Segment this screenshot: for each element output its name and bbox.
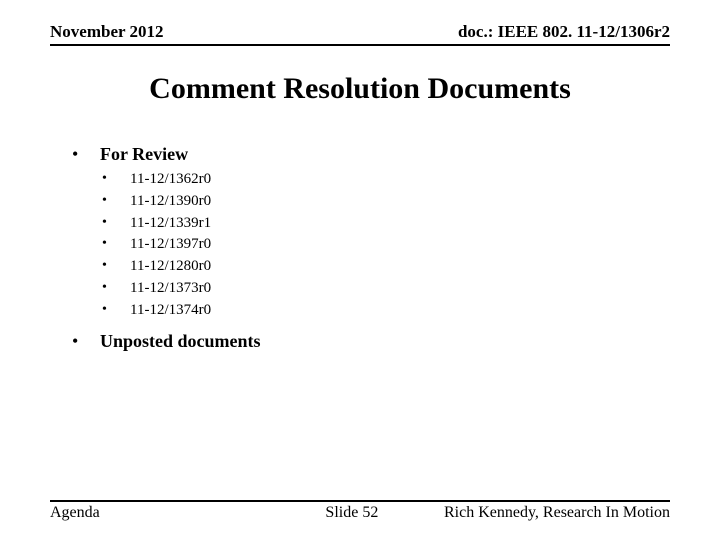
footer-left: Agenda <box>50 504 100 522</box>
content-area: For Review 11-12/1362r0 11-12/1390r0 11-… <box>50 144 670 352</box>
footer-rule <box>50 500 670 502</box>
footer: Agenda Slide 52 Rich Kennedy, Research I… <box>50 500 670 522</box>
for-review-items: 11-12/1362r0 11-12/1390r0 11-12/1339r1 1… <box>100 169 670 321</box>
list-item: 11-12/1339r1 <box>100 213 670 235</box>
footer-row: Agenda Slide 52 Rich Kennedy, Research I… <box>50 504 670 522</box>
list-item: 11-12/1397r0 <box>100 234 670 256</box>
section-unposted: Unposted documents <box>70 331 670 352</box>
section-for-review: For Review 11-12/1362r0 11-12/1390r0 11-… <box>70 144 670 321</box>
header: November 2012 doc.: IEEE 802. 11-12/1306… <box>50 22 670 46</box>
section-list: For Review 11-12/1362r0 11-12/1390r0 11-… <box>70 144 670 352</box>
list-item: 11-12/1373r0 <box>100 278 670 300</box>
section-label: For Review <box>100 144 188 164</box>
footer-slide-number: Slide 52 <box>100 504 444 522</box>
section-label: Unposted documents <box>100 331 261 351</box>
list-item: 11-12/1280r0 <box>100 256 670 278</box>
header-date: November 2012 <box>50 22 163 42</box>
list-item: 11-12/1362r0 <box>100 169 670 191</box>
list-item: 11-12/1390r0 <box>100 191 670 213</box>
slide-page: November 2012 doc.: IEEE 802. 11-12/1306… <box>0 0 720 540</box>
page-title: Comment Resolution Documents <box>50 72 670 106</box>
list-item: 11-12/1374r0 <box>100 300 670 322</box>
footer-author: Rich Kennedy, Research In Motion <box>444 504 670 522</box>
header-doc-id: doc.: IEEE 802. 11-12/1306r2 <box>458 22 670 42</box>
